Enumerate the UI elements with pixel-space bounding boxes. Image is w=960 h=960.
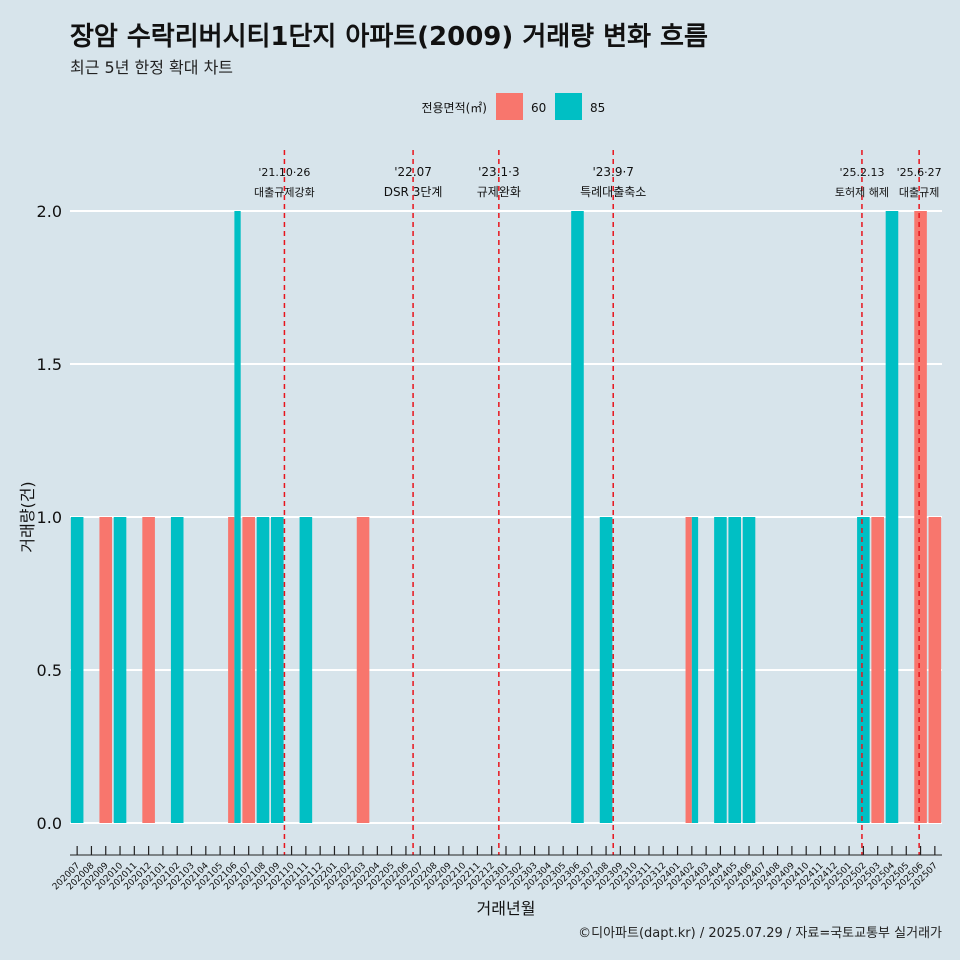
event-lines: '21.10·26 대출규제강화 '22.07 DSR 3단계 '23.1·3 규제완화 '… [254,150,942,855]
bar-85-202102 [170,517,184,823]
x-axis: 2020072020082020092020102020112020122021… [51,846,942,892]
y-tick-label: 0.0 [37,814,62,833]
bar-85-202007 [70,517,84,823]
event-label: 토허제 해제 [835,185,889,199]
event-label: 대출규제강화 [254,186,315,199]
event-label: 규제완화 [477,185,521,199]
legend-title: 전용면적(㎡) [421,101,487,115]
event-date-label: '25.2.13 [839,166,884,179]
event-label: 대출규제 [899,186,939,199]
y-tick-label: 0.5 [37,661,62,680]
event-date-label: '23.9·7 [592,165,633,179]
bar-85-202109 [270,517,284,823]
bar-85-202106 [234,211,241,823]
bar-85-202504 [885,211,899,823]
legend: 전용면적(㎡) 60 85 [421,93,605,120]
bar-85-202308 [599,517,613,823]
event-label: DSR 3단계 [384,185,443,199]
legend-swatch-85 [555,93,582,120]
source-caption: ©디아파트(dapt.kr) / 2025.07.29 / 자료=국토교통부 실… [578,926,942,941]
event-date-label: '21.10·26 [258,166,310,179]
bar-60-202402 [685,517,692,823]
bar-85-202306 [571,211,584,823]
bar-85-202502 [857,517,870,823]
y-tick-label: 2.0 [37,202,62,221]
bar-85-202406 [742,517,756,823]
bar-60-202107 [242,517,255,823]
event-date-label: '23.1·3 [478,165,519,179]
legend-label-60: 60 [531,101,546,115]
y-axis-tick-labels: 0.0 0.5 1.0 1.5 2.0 [37,202,62,833]
bar-85-202405 [728,517,742,823]
bar-85-202404 [714,517,727,823]
chart-title: 장암 수락리버시티1단지 아파트(2009) 거래량 변화 흐름 [70,22,708,52]
bar-85-202402 [691,517,699,823]
bar-85-202111 [299,517,313,823]
legend-label-85: 85 [590,101,605,115]
gridlines [70,210,942,824]
chart-subtitle: 최근 5년 한정 확대 차트 [70,58,234,77]
bar-60-202012 [142,517,155,823]
bar-60-202106 [228,517,235,823]
bars [70,211,942,823]
y-tick-label: 1.5 [37,355,62,374]
y-tick-label: 1.0 [37,508,62,527]
bar-60-202203 [356,517,370,823]
bar-60-202503 [871,517,884,823]
event-label: 특례대출축소 [580,185,646,199]
event-date-label: '25.6·27 [897,166,942,179]
x-axis-title: 거래년월 [477,899,536,918]
bar-85-202108 [256,517,270,823]
bar-85-202010 [113,517,127,823]
bar-60-202506 [914,211,927,823]
event-date-label: '22.07 [394,165,432,179]
legend-swatch-60 [496,93,523,120]
bar-60-202507 [928,517,942,823]
bar-60-202009 [99,517,113,823]
y-axis-title: 거래량(건) [18,481,37,552]
